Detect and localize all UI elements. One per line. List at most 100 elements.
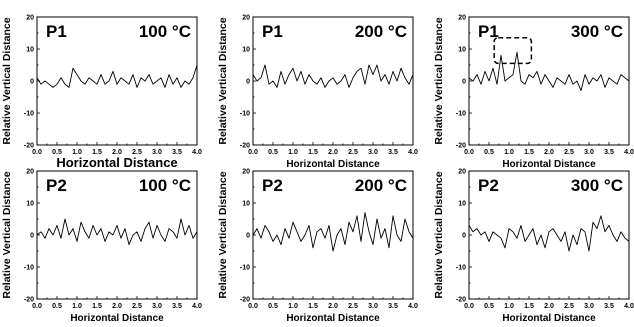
y-tick-label: 10 bbox=[26, 47, 34, 54]
y-tick-label: 0 bbox=[462, 233, 466, 240]
y-tick-label: 0 bbox=[462, 79, 466, 86]
y-axis-title: Relative Vertical Distance bbox=[217, 17, 229, 144]
x-tick-label: 4.0 bbox=[624, 149, 634, 156]
y-tick-label: 0 bbox=[30, 233, 34, 240]
x-tick-label: 0.5 bbox=[52, 149, 62, 156]
y-tick-label: 20 bbox=[26, 15, 34, 22]
x-tick-label: 3.0 bbox=[584, 149, 594, 156]
panel-label: P1 bbox=[46, 22, 67, 41]
x-tick-label: 4.0 bbox=[192, 149, 202, 156]
x-tick-label: 0.0 bbox=[464, 149, 474, 156]
x-tick-label: 1.5 bbox=[524, 303, 534, 310]
panel-p2-1: 0.0 0.5 1.0 1.5 2.0 2.5 3.0 3.5 4.0 20 10 0 -10 -20 Ho… bbox=[1, 169, 202, 325]
panel-label: P2 bbox=[46, 176, 67, 195]
x-tick-label: 3.0 bbox=[584, 303, 594, 310]
x-tick-label: 4.0 bbox=[408, 303, 418, 310]
y-tick-label: 20 bbox=[26, 169, 34, 176]
x-tick-label: 3.0 bbox=[368, 303, 378, 310]
panel-label: P2 bbox=[478, 176, 499, 195]
series-line bbox=[252, 212, 414, 252]
y-tick-label: 20 bbox=[242, 15, 250, 22]
y-axis-title: Relative Vertical Distance bbox=[433, 171, 445, 298]
y-tick-label: 10 bbox=[458, 201, 466, 208]
x-tick-label: 3.0 bbox=[368, 149, 378, 156]
x-tick-label: 2.0 bbox=[544, 149, 554, 156]
x-tick-label: 1.0 bbox=[72, 149, 82, 156]
x-tick-label: 2.5 bbox=[564, 149, 574, 156]
temperature-label: 100 °C bbox=[139, 176, 191, 195]
x-tick-label: 0.0 bbox=[248, 303, 258, 310]
series-line bbox=[468, 215, 630, 252]
x-tick-label: 0.0 bbox=[32, 149, 42, 156]
x-tick-label: 4.0 bbox=[192, 303, 202, 310]
x-tick-label: 0.5 bbox=[484, 149, 494, 156]
panel-label: P1 bbox=[262, 22, 283, 41]
x-tick-label: 3.5 bbox=[604, 149, 614, 156]
temperature-label: 300 °C bbox=[571, 176, 623, 195]
x-axis-title: Horizontal Distance bbox=[502, 159, 596, 170]
x-tick-label: 0.5 bbox=[268, 149, 278, 156]
x-tick-label: 0.0 bbox=[32, 303, 42, 310]
x-tick-label: 3.5 bbox=[388, 149, 398, 156]
y-tick-label: 20 bbox=[458, 169, 466, 176]
panel-p1-1: 0.0 0.5 1.0 1.5 2.0 2.5 3.0 3.5 4.0 20 10 0 -10 -20 Ho… bbox=[1, 15, 202, 171]
panel-p1-3: 0.0 0.5 1.0 1.5 2.0 2.5 3.0 3.5 4.0 20 10 0 -10 -20 Ho… bbox=[433, 15, 634, 171]
x-tick-label: 2.5 bbox=[564, 303, 574, 310]
y-tick-label: -10 bbox=[24, 265, 34, 272]
y-axis-title: Relative Vertical Distance bbox=[1, 171, 13, 298]
series-line bbox=[468, 51, 630, 92]
x-axis-title: Horizontal Distance bbox=[70, 313, 164, 324]
x-tick-label: 2.5 bbox=[132, 303, 142, 310]
y-tick-label: 10 bbox=[242, 47, 250, 54]
y-tick-label: -10 bbox=[240, 111, 250, 118]
y-tick-label: -20 bbox=[24, 143, 34, 150]
x-tick-label: 0.5 bbox=[484, 303, 494, 310]
x-tick-label: 2.0 bbox=[112, 149, 122, 156]
x-tick-label: 3.5 bbox=[172, 149, 182, 156]
x-tick-label: 3.5 bbox=[388, 303, 398, 310]
x-tick-label: 0.5 bbox=[268, 303, 278, 310]
temperature-label: 200 °C bbox=[355, 22, 407, 41]
y-tick-label: 0 bbox=[246, 79, 250, 86]
temperature-label: 300 °C bbox=[571, 22, 623, 41]
y-tick-label: -20 bbox=[24, 297, 34, 304]
x-tick-label: 1.5 bbox=[92, 303, 102, 310]
x-axis-title: Horizontal Distance bbox=[286, 159, 380, 170]
x-tick-label: 1.5 bbox=[308, 149, 318, 156]
x-tick-label: 3.0 bbox=[152, 149, 162, 156]
x-tick-label: 2.0 bbox=[328, 303, 338, 310]
temperature-label: 100 °C bbox=[139, 22, 191, 41]
x-tick-label: 2.5 bbox=[348, 149, 358, 156]
x-tick-label: 1.0 bbox=[504, 303, 514, 310]
x-tick-label: 3.5 bbox=[604, 303, 614, 310]
y-tick-label: -10 bbox=[456, 265, 466, 272]
x-tick-label: 2.0 bbox=[328, 149, 338, 156]
x-tick-label: 2.0 bbox=[112, 303, 122, 310]
y-tick-label: -10 bbox=[240, 265, 250, 272]
panel-p1-2: 0.0 0.5 1.0 1.5 2.0 2.5 3.0 3.5 4.0 20 10 0 -10 -20 Ho… bbox=[217, 15, 418, 171]
x-tick-label: 3.0 bbox=[152, 303, 162, 310]
x-tick-label: 1.0 bbox=[504, 149, 514, 156]
x-tick-label: 0.0 bbox=[464, 303, 474, 310]
panel-p2-3: 0.0 0.5 1.0 1.5 2.0 2.5 3.0 3.5 4.0 20 10 0 -10 -20 Ho… bbox=[433, 169, 634, 325]
series-line bbox=[36, 218, 198, 246]
x-tick-label: 2.5 bbox=[348, 303, 358, 310]
x-tick-label: 2.0 bbox=[544, 303, 554, 310]
x-tick-label: 0.0 bbox=[248, 149, 258, 156]
x-tick-label: 0.5 bbox=[52, 303, 62, 310]
x-axis-title: Horizontal Distance bbox=[502, 313, 596, 324]
y-tick-label: -20 bbox=[240, 143, 250, 150]
y-tick-label: 10 bbox=[458, 47, 466, 54]
x-tick-label: 1.5 bbox=[524, 149, 534, 156]
x-tick-label: 4.0 bbox=[624, 303, 634, 310]
panel-label: P1 bbox=[478, 22, 499, 41]
x-tick-label: 1.5 bbox=[92, 149, 102, 156]
y-tick-label: -10 bbox=[456, 111, 466, 118]
x-tick-label: 3.5 bbox=[172, 303, 182, 310]
x-axis-title: Horizontal Distance bbox=[56, 155, 177, 170]
y-tick-label: -20 bbox=[456, 297, 466, 304]
y-axis-title: Relative Vertical Distance bbox=[433, 17, 445, 144]
y-tick-label: 0 bbox=[246, 233, 250, 240]
x-tick-label: 1.5 bbox=[308, 303, 318, 310]
